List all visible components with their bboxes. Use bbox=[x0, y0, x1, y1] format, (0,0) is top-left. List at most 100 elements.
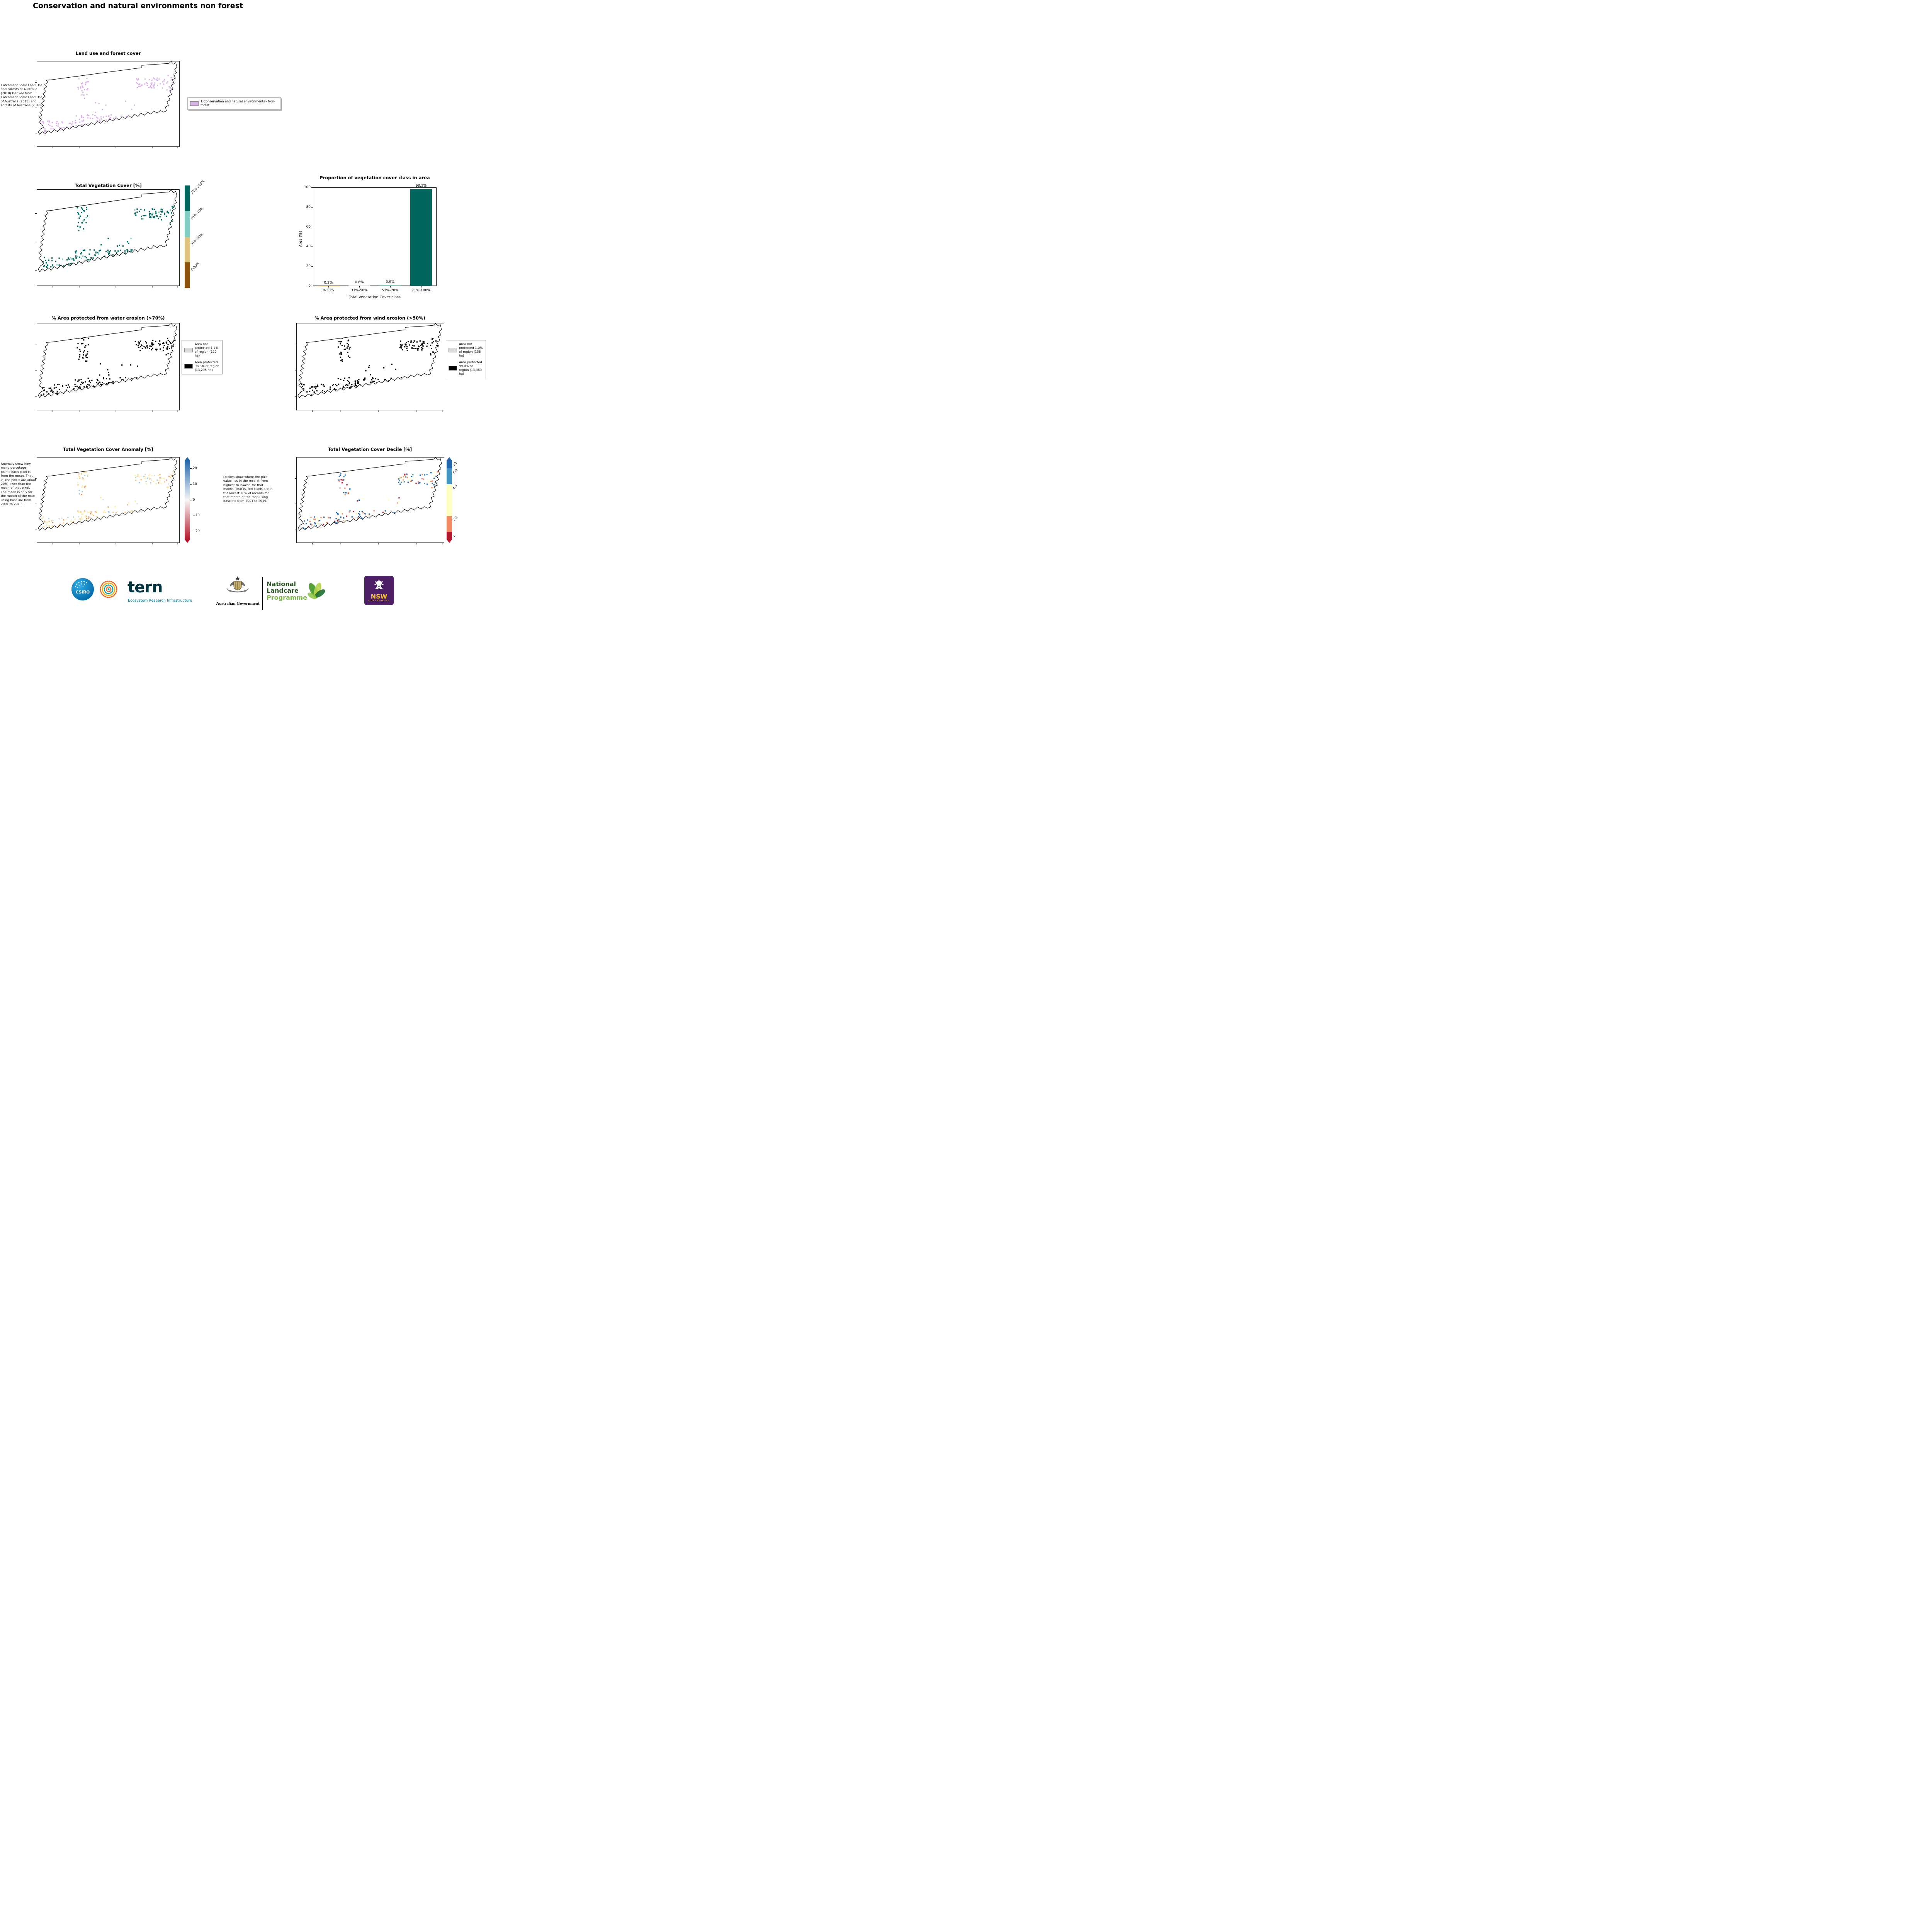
y-tick-label: 0 bbox=[308, 284, 311, 288]
x-tick-label: 51%-70% bbox=[382, 289, 399, 293]
legend-entry: Area protected 98.3% of region (13,295 h… bbox=[184, 361, 220, 372]
colorbar-label: 4-7 bbox=[452, 484, 459, 491]
water-erosion-map bbox=[35, 323, 180, 412]
legend-label: Area not protected 1.7% of region (229 h… bbox=[195, 342, 219, 357]
bar-value-label: 0.9% bbox=[386, 280, 395, 284]
colorbar-label: 31%-50% bbox=[190, 232, 204, 247]
bar-value-label: 0.6% bbox=[355, 280, 364, 284]
bar-value-label: 0.2% bbox=[324, 281, 333, 285]
colorbar-segment bbox=[185, 236, 190, 262]
colorbar-tick-label: 0 bbox=[193, 498, 195, 502]
csiro-logo-icon: CSIRO bbox=[71, 578, 94, 600]
y-tick-label: 100 bbox=[304, 185, 311, 189]
colorbar-tick bbox=[190, 468, 192, 469]
landcare-line1: National bbox=[267, 580, 296, 588]
water-erosion-title: % Area protected from water erosion (>70… bbox=[51, 315, 165, 321]
colorbar-gradient bbox=[185, 461, 190, 539]
anomaly-map bbox=[35, 457, 180, 545]
page-title: Conservation and natural environments no… bbox=[33, 2, 243, 10]
colorbar-tick bbox=[190, 484, 192, 485]
region-outline bbox=[38, 189, 177, 272]
anomaly-colorbar: 20 10 0 −10 −20 bbox=[185, 457, 200, 543]
map-frame bbox=[296, 457, 444, 543]
land-use-side-note: Catchment Scale Land Use and Forests of … bbox=[1, 83, 42, 107]
anomaly-side-note: Anomaly show how many percetage points e… bbox=[1, 462, 36, 506]
wind-erosion-map bbox=[294, 323, 444, 412]
map-frame bbox=[37, 189, 180, 286]
colorbar-over-arrow bbox=[185, 457, 190, 461]
map-frame bbox=[37, 61, 180, 147]
bar-value-label: 98.3% bbox=[415, 184, 427, 188]
x-tick bbox=[390, 286, 391, 287]
x-tick bbox=[328, 286, 329, 287]
legend-swatch bbox=[190, 101, 199, 106]
region-outline bbox=[38, 61, 177, 135]
map-pixels bbox=[300, 470, 442, 531]
colorbar-tick-label: 20 bbox=[193, 466, 197, 470]
colorbar-under-arrow bbox=[447, 539, 452, 543]
x-tick-label: 71%-100% bbox=[411, 289, 431, 293]
map-pixels bbox=[41, 337, 177, 398]
tern-subtitle: Ecosystem Research Infrastructure bbox=[128, 599, 192, 603]
wind-erosion-title: % Area protected from wind erosion (>50%… bbox=[314, 315, 425, 321]
tvc-title: Total Vegetation Cover [%] bbox=[75, 183, 142, 188]
tvc-map bbox=[35, 189, 180, 288]
y-tick-label: 20 bbox=[306, 264, 311, 268]
legend-entry: 1 Conservation and natural environments … bbox=[190, 100, 278, 107]
x-axis-label: Total Vegetation Cover class bbox=[349, 295, 401, 299]
legend-entry: Area not protected 1.0% of region (135 h… bbox=[449, 342, 483, 358]
landcare-line3: Programme bbox=[267, 594, 307, 601]
colorbar-segment bbox=[447, 515, 452, 532]
landcare-logo: National Landcare Programme bbox=[267, 581, 307, 601]
legend-label: Area protected 99.0% of region (13,389 h… bbox=[459, 361, 482, 376]
y-tick bbox=[311, 187, 313, 188]
colorbar-segment bbox=[447, 531, 452, 539]
y-tick-label: 80 bbox=[306, 205, 311, 209]
bar-71%-100% bbox=[410, 189, 432, 286]
region-outline bbox=[297, 323, 442, 398]
tern-logo: tern bbox=[127, 578, 163, 596]
x-tick-label: 31%-50% bbox=[351, 289, 368, 293]
colorbar-label: 0-30% bbox=[190, 261, 201, 272]
colorbar-label: 10 bbox=[452, 461, 458, 467]
bar-51%-70% bbox=[379, 285, 401, 286]
y-tick-label: 60 bbox=[306, 224, 311, 229]
wind-erosion-legend: Area not protected 1.0% of region (135 h… bbox=[446, 340, 486, 378]
land-use-map bbox=[35, 61, 180, 149]
colorbar-segment bbox=[185, 262, 190, 288]
map-pixels bbox=[299, 337, 442, 398]
nsw-label: NSW bbox=[370, 593, 387, 600]
proportion-chart: 0 20 40 60 80 100 0.2% 0-30% 0.6% 31%-50% 0.9% 51%-… bbox=[294, 174, 456, 303]
legend-label: Area not protected 1.0% of region (135 h… bbox=[459, 342, 483, 357]
x-tick-label: 0-30% bbox=[323, 289, 334, 293]
colorbar-over-arrow bbox=[447, 457, 452, 461]
colorbar-label: 8-9 bbox=[452, 468, 459, 475]
colorbar-label: 51%-70% bbox=[190, 206, 204, 221]
anomaly-title: Total Vegetation Cover Anomaly [%] bbox=[63, 447, 153, 452]
colorbar-label: 71%-100% bbox=[190, 179, 206, 195]
y-tick bbox=[311, 266, 313, 267]
colorbar-tick-label: 10 bbox=[193, 482, 197, 486]
colorbar-tick-label: −10 bbox=[193, 514, 200, 518]
australian-government-label: Australian Government bbox=[216, 601, 260, 606]
decile-map bbox=[294, 457, 444, 545]
chart-plot-area bbox=[313, 187, 437, 286]
map-pixels bbox=[40, 204, 177, 272]
tvc-colorbar: 71%-100% 51%-70% 31%-50% 0-30% bbox=[185, 180, 206, 288]
region-outline bbox=[38, 323, 177, 398]
legend-swatch bbox=[449, 366, 457, 371]
decile-title: Total Vegetation Cover Decile [%] bbox=[328, 447, 412, 452]
legend-entry: Area protected 99.0% of region (13,389 h… bbox=[449, 361, 483, 376]
colorbar-label: 2-3 bbox=[452, 515, 459, 522]
region-outline bbox=[38, 457, 177, 531]
legend-label: Area protected 98.3% of region (13,295 h… bbox=[195, 361, 219, 372]
colorbar-segment bbox=[447, 484, 452, 516]
landcare-line2: Landcare bbox=[267, 587, 299, 595]
colorbar-tick-label: −20 bbox=[193, 529, 200, 534]
legend-entry: Area not protected 1.7% of region (229 h… bbox=[184, 342, 220, 358]
land-use-legend: 1 Conservation and natural environments … bbox=[187, 97, 281, 110]
legend-label: 1 Conservation and natural environments … bbox=[201, 100, 275, 107]
map-pixels bbox=[40, 75, 177, 134]
nsw-government-logo: NSW GOVERNMENT bbox=[364, 576, 394, 605]
region-outline bbox=[297, 457, 442, 531]
